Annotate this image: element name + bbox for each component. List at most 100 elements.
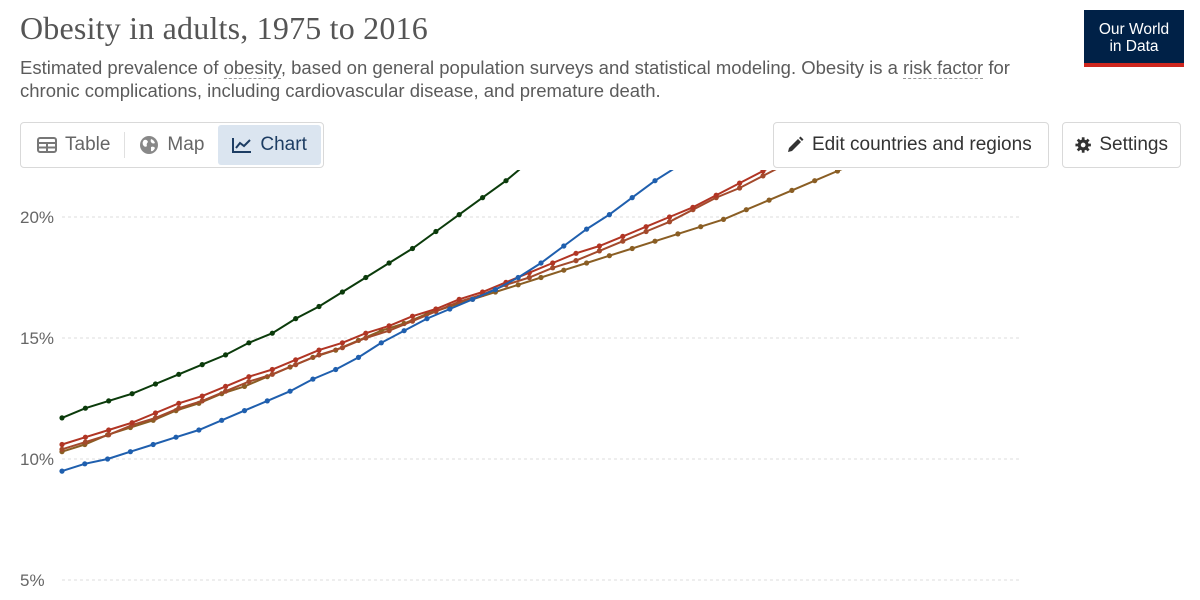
line-greece[interactable] [61,170,1020,446]
data-point-greece[interactable] [480,289,486,295]
data-point-united-states[interactable] [503,178,509,184]
data-point-spain[interactable] [760,173,766,179]
data-point-greece[interactable] [106,427,112,433]
data-point-canada[interactable] [447,306,453,312]
our-world-in-data-logo[interactable]: Our World in Data [1084,10,1184,67]
settings-button[interactable]: Settings [1062,122,1181,168]
data-point-spain[interactable] [316,352,322,358]
line-spain[interactable] [61,170,1020,451]
data-point-canada[interactable] [150,441,156,448]
data-point-united-states[interactable] [82,405,88,411]
data-point-spain[interactable] [596,248,603,254]
data-point-greece[interactable] [409,313,416,319]
data-point-spain[interactable] [223,388,229,394]
data-point-poland[interactable] [812,178,818,184]
data-point-spain[interactable] [59,446,65,452]
data-point-spain[interactable] [82,439,88,445]
data-point-canada[interactable] [287,388,293,394]
data-point-greece[interactable] [456,296,462,302]
data-point-united-states[interactable] [433,228,439,235]
data-point-canada[interactable] [538,260,544,266]
data-point-poland[interactable] [698,224,704,230]
data-point-poland[interactable] [652,238,658,244]
data-point-united-states[interactable] [456,212,462,218]
data-point-greece[interactable] [760,170,766,174]
tab-table[interactable]: Table [23,125,124,165]
data-point-greece[interactable] [176,400,182,406]
data-point-poland[interactable] [789,187,795,193]
data-point-greece[interactable] [596,243,603,249]
data-point-greece[interactable] [223,383,229,389]
data-point-spain[interactable] [152,415,159,421]
data-point-greece[interactable] [293,357,299,363]
data-point-greece[interactable] [269,366,275,373]
data-point-canada[interactable] [241,408,248,414]
data-point-united-states[interactable] [363,274,369,281]
data-point-spain[interactable] [666,219,673,225]
data-point-canada[interactable] [401,328,407,334]
data-point-spain[interactable] [737,185,743,191]
data-point-greece[interactable] [316,347,322,353]
risk-factor-link[interactable]: risk factor [903,57,984,79]
data-point-greece[interactable] [246,374,252,380]
data-point-canada[interactable] [424,316,430,322]
data-point-spain[interactable] [363,335,369,341]
data-point-spain[interactable] [550,265,556,271]
data-point-poland[interactable] [241,383,248,389]
data-point-greece[interactable] [690,204,696,210]
data-point-poland[interactable] [720,216,727,222]
data-point-canada[interactable] [264,398,270,404]
data-point-united-states[interactable] [199,362,205,368]
data-point-spain[interactable] [409,318,416,324]
tab-map[interactable]: Map [125,125,218,165]
data-point-canada[interactable] [219,417,225,423]
data-point-greece[interactable] [363,330,369,336]
data-point-greece[interactable] [59,441,65,448]
data-point-poland[interactable] [675,231,681,237]
data-point-spain[interactable] [106,432,112,438]
data-point-canada[interactable] [378,340,384,346]
series-spain[interactable] [59,170,1022,452]
data-point-spain[interactable] [269,371,275,377]
data-point-spain[interactable] [573,258,579,264]
data-point-greece[interactable] [737,180,743,186]
data-point-greece[interactable] [339,340,345,346]
data-point-greece[interactable] [129,420,135,426]
data-point-canada[interactable] [82,461,88,467]
data-point-united-states[interactable] [106,398,112,404]
data-point-united-states[interactable] [480,195,486,201]
data-point-spain[interactable] [339,345,345,351]
data-point-poland[interactable] [561,267,567,273]
data-point-canada[interactable] [196,427,202,433]
data-point-greece[interactable] [550,260,556,266]
series-poland[interactable] [59,170,1022,455]
data-point-united-states[interactable] [386,260,392,266]
data-point-greece[interactable] [152,410,159,416]
data-point-poland[interactable] [584,260,590,266]
data-point-united-states[interactable] [269,330,275,336]
data-point-canada[interactable] [470,296,476,302]
data-point-canada[interactable] [606,212,613,218]
data-point-spain[interactable] [293,362,299,368]
data-point-canada[interactable] [59,468,65,474]
data-point-greece[interactable] [713,192,719,198]
data-point-greece[interactable] [82,434,88,440]
data-point-canada[interactable] [127,449,133,455]
data-point-canada[interactable] [629,195,635,201]
data-point-poland[interactable] [834,170,841,174]
edit-countries-button[interactable]: Edit countries and regions [773,122,1049,168]
obesity-link[interactable]: obesity [223,57,281,79]
data-point-united-states[interactable] [59,415,65,421]
series-greece[interactable] [59,170,1022,448]
data-point-greece[interactable] [386,323,392,329]
data-point-united-states[interactable] [129,391,135,397]
data-point-canada[interactable] [355,354,362,360]
data-point-canada[interactable] [584,226,590,232]
data-point-united-states[interactable] [176,371,182,377]
data-point-united-states[interactable] [223,352,229,358]
data-point-poland[interactable] [538,274,544,281]
data-point-united-states[interactable] [246,340,252,346]
data-point-poland[interactable] [629,245,635,252]
series-united-states[interactable] [59,170,1022,421]
data-point-canada[interactable] [561,243,567,249]
